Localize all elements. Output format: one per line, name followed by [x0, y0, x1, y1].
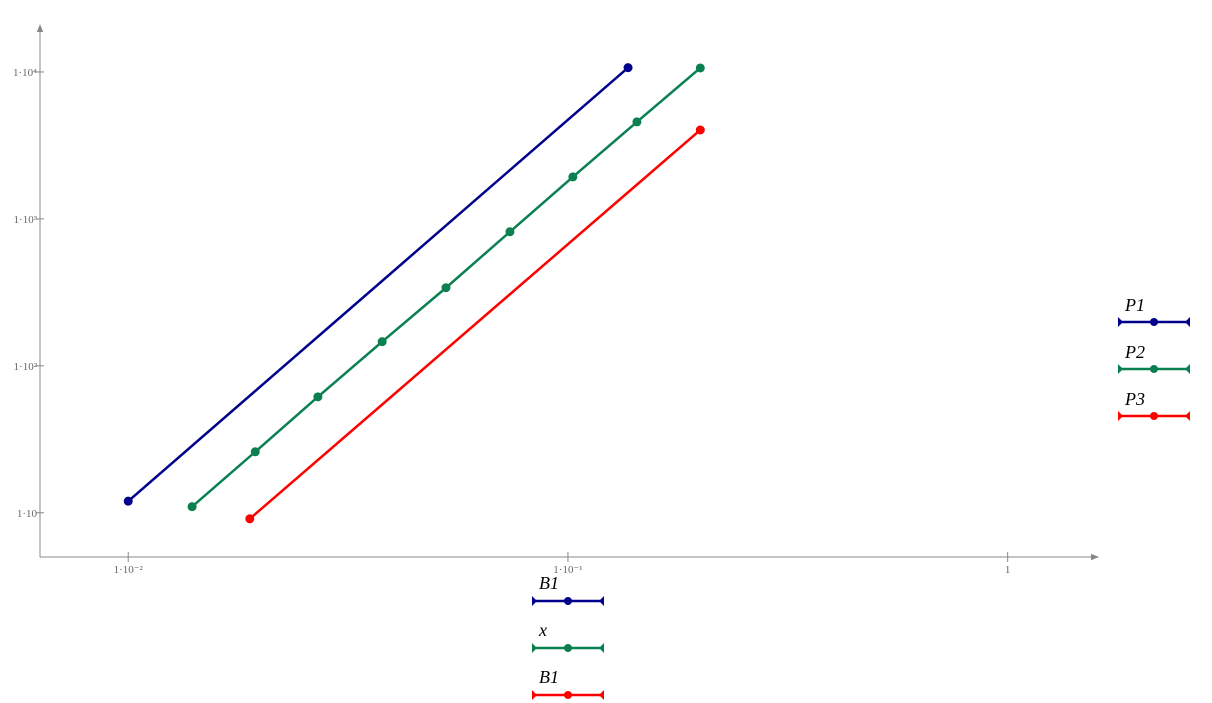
y-tick-label: 1·10³	[14, 214, 38, 226]
point	[623, 63, 633, 73]
legend-cap	[1118, 317, 1123, 327]
point	[187, 502, 197, 512]
point	[123, 496, 133, 506]
legend-label: P2	[1124, 342, 1145, 362]
legend-cap	[1118, 364, 1123, 374]
legend-marker	[1150, 318, 1158, 326]
legend-cap	[599, 643, 604, 653]
legend-cap	[532, 690, 537, 700]
legend-marker	[564, 691, 572, 699]
point	[695, 125, 705, 135]
legend-cap	[599, 690, 604, 700]
legend-cap	[1185, 317, 1190, 327]
x-legend-label: x	[538, 620, 547, 640]
legend-marker	[564, 644, 572, 652]
point	[441, 283, 451, 293]
legend-marker	[1150, 412, 1158, 420]
legend-marker	[1150, 365, 1158, 373]
series-line	[248, 129, 702, 520]
point	[245, 514, 255, 524]
point	[632, 117, 642, 127]
point	[695, 63, 705, 73]
y-tick-label: 1·10⁴	[13, 67, 37, 79]
series-line	[127, 66, 629, 503]
legend-cap	[1185, 364, 1190, 374]
x-legend-label: B1	[539, 573, 559, 593]
x-legend-label: B1	[539, 667, 559, 687]
x-tick-label: 1	[1005, 564, 1011, 576]
point	[505, 227, 515, 237]
x-tick-label: 1·10⁻²	[114, 564, 144, 576]
y-tick-label: 1·10²	[14, 361, 38, 373]
legend-label: P3	[1124, 389, 1145, 409]
x-tick-label: 1·10⁻¹	[553, 564, 582, 576]
legend-label: P1	[1124, 295, 1145, 315]
legend-cap	[1118, 411, 1123, 421]
point	[313, 392, 323, 402]
point	[568, 172, 578, 182]
point	[377, 337, 387, 347]
legend-cap	[1185, 411, 1190, 421]
y-tick-label: 1·10	[17, 508, 38, 520]
legend-marker	[564, 597, 572, 605]
legend-cap	[532, 596, 537, 606]
legend-cap	[599, 596, 604, 606]
point	[250, 447, 260, 457]
legend-cap	[532, 643, 537, 653]
